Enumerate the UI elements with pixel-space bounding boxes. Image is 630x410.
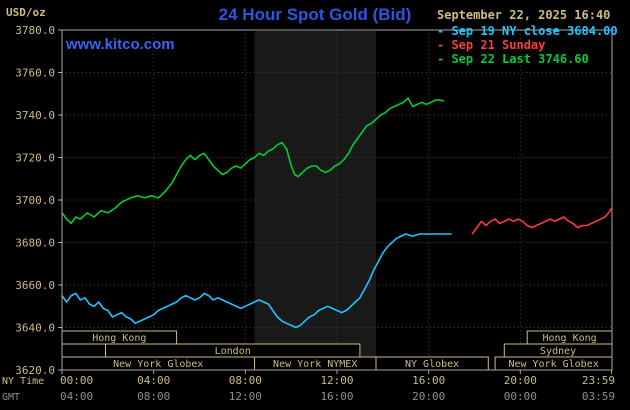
session-label: London xyxy=(215,346,251,357)
series-sep-21-sunday xyxy=(471,208,613,235)
y-tick-label: 3740.0 xyxy=(15,109,55,122)
series-sep-19-ny-close xyxy=(61,233,452,329)
x-tick-label-ny: 00:00 xyxy=(60,374,93,387)
session-label: NY Globex xyxy=(405,359,459,370)
session-label: Sydney xyxy=(540,346,576,357)
y-tick-label: 3720.0 xyxy=(15,152,55,165)
x-tick-label-ny: 16:00 xyxy=(412,374,445,387)
session-label: Hong Kong xyxy=(543,333,597,344)
y-tick-label: 3640.0 xyxy=(15,322,55,335)
x-tick-label-gmt: 03:59 xyxy=(582,390,615,403)
nymex-session-band xyxy=(254,31,376,369)
legend-item: - Sep 19 NY close 3684.00 xyxy=(437,24,618,38)
series-sep-22-last xyxy=(61,97,445,225)
session-label: New York NYMEX xyxy=(273,359,357,370)
x-tick-label-ny: 12:00 xyxy=(320,374,353,387)
legend-item: - Sep 21 Sunday xyxy=(437,38,546,52)
y-tick-label: 3660.0 xyxy=(15,279,55,292)
y-tick-label: 3680.0 xyxy=(15,237,55,250)
ny-time-axis-label: NY Time xyxy=(2,376,44,387)
y-tick-label: 3700.0 xyxy=(15,194,55,207)
y-tick-label: 3620.0 xyxy=(15,364,55,377)
x-tick-label-gmt: 20:00 xyxy=(412,390,445,403)
x-tick-label-ny: 08:00 xyxy=(229,374,262,387)
x-tick-label-gmt: 16:00 xyxy=(320,390,353,403)
gmt-axis-label: GMT xyxy=(2,392,20,403)
session-label: Hong Kong xyxy=(92,333,146,344)
session-label: New York Globex xyxy=(113,359,203,370)
legend-item: - Sep 22 Last 3746.60 xyxy=(437,52,589,66)
kitco-link[interactable]: www.kitco.com xyxy=(66,36,175,53)
legend: - Sep 19 NY close 3684.00- Sep 21 Sunday… xyxy=(437,24,618,66)
x-tick-label-gmt: 08:00 xyxy=(137,390,170,403)
x-tick-label-ny: 04:00 xyxy=(137,374,170,387)
datetime-label: September 22, 2025 16:40 xyxy=(437,8,611,22)
x-tick-label-ny: 23:59 xyxy=(582,374,615,387)
x-tick-label-gmt: 04:00 xyxy=(60,390,93,403)
x-tick-label-gmt: 12:00 xyxy=(229,390,262,403)
session-label: New York Globex xyxy=(508,359,598,370)
unit-label: USD/oz xyxy=(6,6,46,19)
page-title: 24 Hour Spot Gold (Bid) xyxy=(218,5,412,24)
x-tick-label-ny: 20:00 xyxy=(504,374,537,387)
y-tick-label: 3780.0 xyxy=(15,24,55,37)
x-tick-label-gmt: 00:00 xyxy=(504,390,537,403)
y-tick-label: 3760.0 xyxy=(15,67,55,80)
